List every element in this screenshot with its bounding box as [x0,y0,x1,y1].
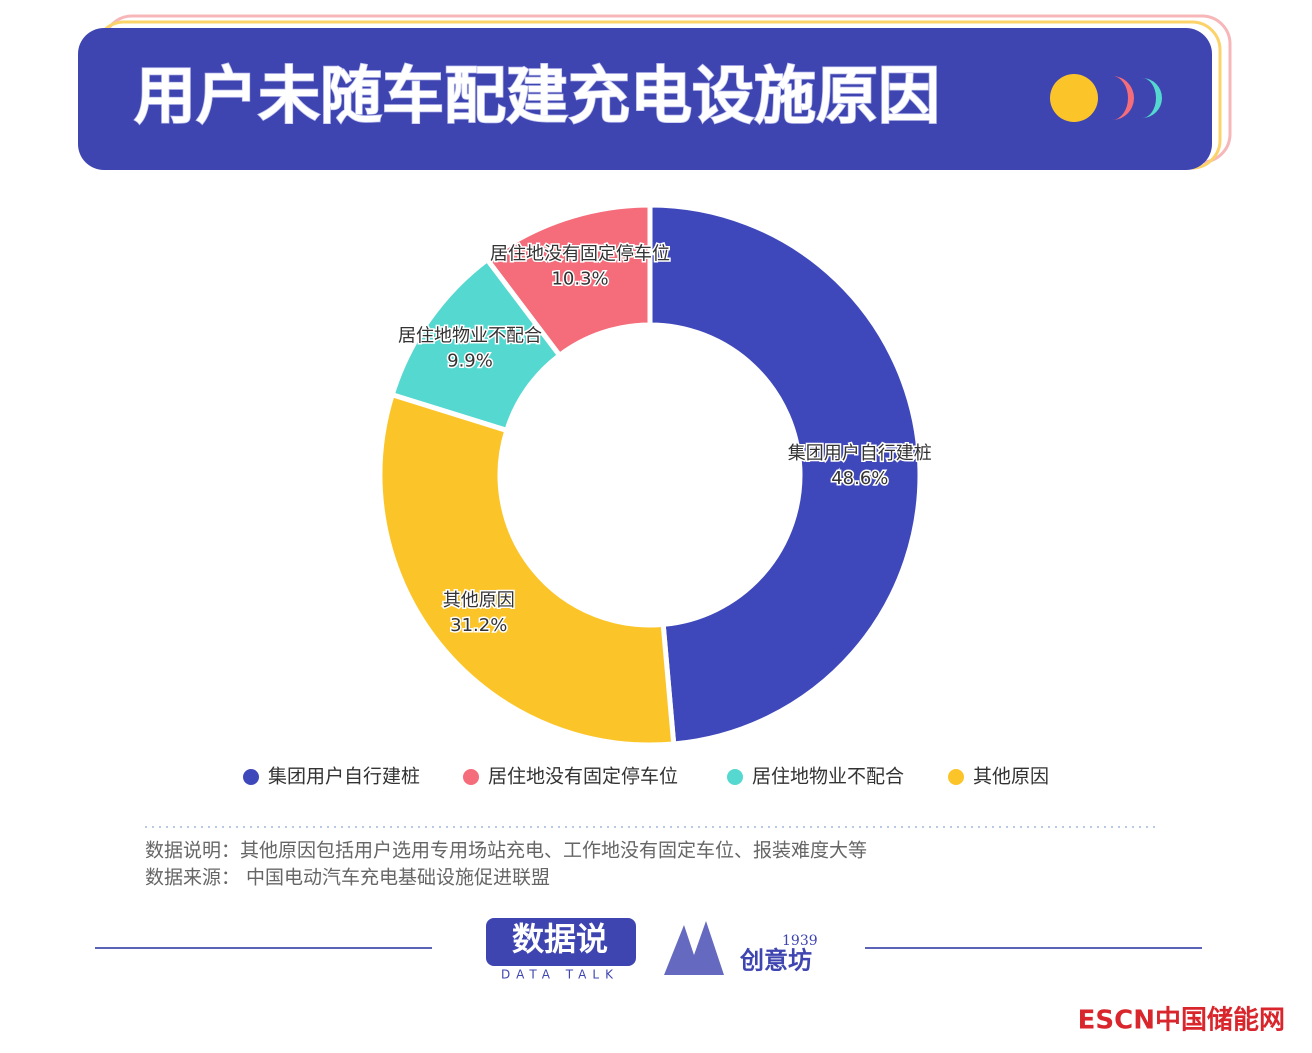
legend-label: 居住地没有固定停车位 [488,766,678,788]
title: 用户未随车配建充电设施原因 [134,59,940,132]
partner-icon [664,921,724,975]
brand-badge [486,918,636,966]
slice [377,392,677,748]
slice-value: 31.2% [450,615,507,636]
legend: 集团用户自行建桩 居住地没有固定停车位 居住地物业不配合 其他原因 [243,766,1049,788]
slice-value: 48.6% [831,468,888,489]
slice [484,202,653,358]
brand: 数据说 [512,920,608,958]
slice [647,202,923,747]
banner [78,28,1212,170]
brand-sub: DATA TALK [501,968,619,982]
decor-moon [1142,78,1162,118]
slice-label: 集团用户自行建桩 [788,443,932,464]
decor-dot [1050,74,1098,122]
legend-dot [727,769,743,785]
slice-label: 居住地物业不配合 [398,325,542,346]
partner-year: 1939 [782,933,818,949]
slice-label: 其他原因 [443,590,515,611]
legend-label: 集团用户自行建桩 [268,766,420,788]
note: 数据来源： 中国电动汽车充电基础设施促进联盟 [145,867,550,889]
slice-value: 10.3% [551,268,608,289]
decor-moon [1112,76,1134,120]
legend-label: 居住地物业不配合 [752,766,904,788]
legend-dot [948,769,964,785]
donut-chart: 集团用户自行建桩 48.6% 居住地没有固定停车位 10.3% 居住地物业不配合 9.9%… [377,202,933,748]
partner: 创意坊 [739,946,812,975]
slice-value: 9.9% [447,350,493,371]
slice [389,257,563,433]
legend-dot [243,769,259,785]
note: 数据说明：其他原因包括用户选用专用场站充电、工作地没有固定车位、报装难度大等 [145,840,867,862]
slice-label: 居住地没有固定停车位 [490,243,670,264]
legend-dot [463,769,479,785]
legend-label: 其他原因 [973,766,1049,788]
watermark: ESCN中国储能网 [1078,1005,1285,1036]
